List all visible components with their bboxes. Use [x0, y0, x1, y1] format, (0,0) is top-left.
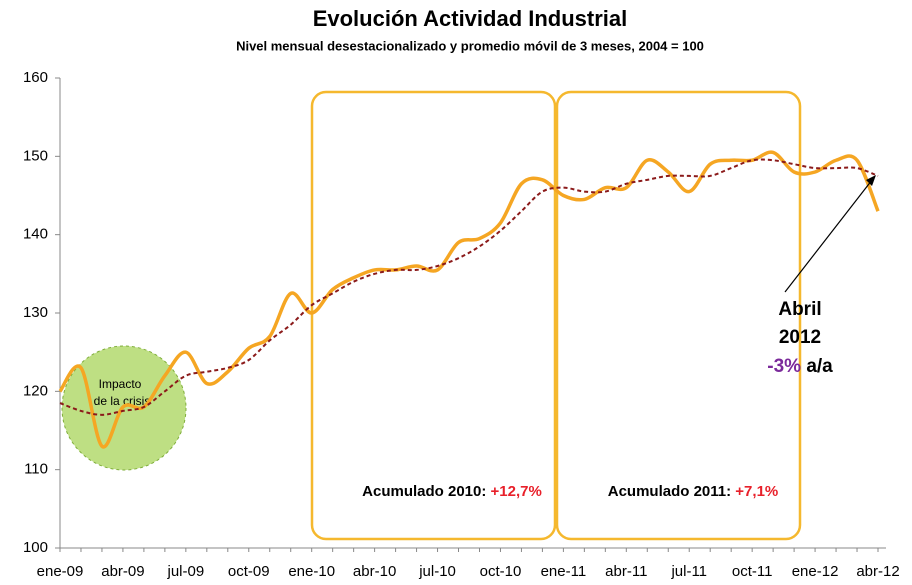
x-tick-label: oct-09 [228, 563, 270, 580]
annotation-value: +7,1% [735, 483, 778, 500]
annotation-label: Acumulado 2011: [608, 483, 731, 500]
annotation: 2012 [779, 327, 821, 348]
series-line [59, 158, 879, 416]
y-tick-label: 100 [23, 539, 48, 556]
annotation: Acumulado 2011: +7,1% [608, 483, 779, 500]
annotation-value: -3% [767, 356, 801, 377]
y-tick-label: 150 [23, 147, 48, 164]
crisis-label: Impacto [99, 377, 142, 391]
x-tick-label: ene-09 [37, 563, 84, 580]
x-tick-label: oct-10 [480, 563, 522, 580]
x-tick-label: ene-12 [792, 563, 839, 580]
x-tick-label: ene-11 [541, 563, 587, 580]
x-tick-label: abr-12 [856, 563, 899, 580]
x-tick-label: jul-10 [418, 563, 456, 580]
series-line [58, 150, 880, 449]
arrow [784, 179, 873, 293]
arrow-head [866, 175, 876, 186]
x-tick-label: abr-10 [353, 563, 396, 580]
annotation: -3% a/a [767, 356, 833, 377]
box-2010 [310, 90, 557, 541]
x-tick-label: ene-10 [288, 563, 335, 580]
x-tick-label: oct-11 [732, 563, 773, 580]
y-tick-label: 110 [24, 461, 48, 478]
y-tick-label: 120 [23, 382, 48, 399]
annotation-label: Acumulado 2010: [362, 483, 486, 500]
x-tick-label: jul-09 [167, 563, 205, 580]
x-tick-label: abr-11 [605, 563, 647, 580]
y-tick-label: 140 [23, 226, 48, 243]
y-tick-label: 160 [23, 69, 48, 86]
annotation-unit: a/a [806, 356, 833, 377]
chart-title: Evolución Actividad Industrial [313, 6, 628, 31]
chart-subtitle: Nivel mensual desestacionalizado y prome… [236, 38, 704, 53]
x-tick-label: abr-09 [101, 563, 144, 580]
y-tick-label: 130 [23, 304, 48, 321]
annotation: Abril [778, 299, 821, 320]
box-2011 [555, 90, 802, 541]
annotation-value: +12,7% [491, 483, 542, 500]
crisis-label: de la crisis [94, 394, 151, 408]
x-tick-label: jul-11 [670, 563, 707, 580]
annotation: Acumulado 2010: +12,7% [362, 483, 542, 500]
